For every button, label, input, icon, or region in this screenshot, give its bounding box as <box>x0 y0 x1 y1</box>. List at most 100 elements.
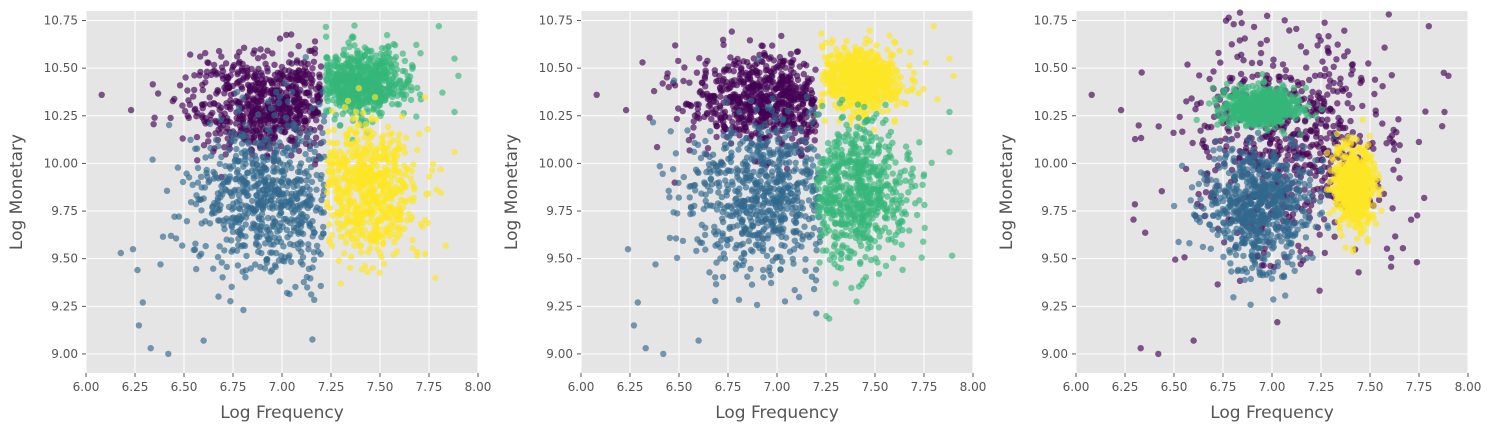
scatter-point <box>346 264 354 272</box>
scatter-point <box>797 149 805 156</box>
scatter-point <box>313 204 321 211</box>
scatter-point <box>194 179 202 186</box>
scatter-point <box>794 104 802 112</box>
scatter-point <box>735 146 742 153</box>
scatter-point <box>712 98 720 106</box>
scatter-point <box>713 180 721 187</box>
scatter-point <box>212 136 220 144</box>
scatter-point <box>707 176 714 183</box>
scatter-point <box>351 95 358 102</box>
scatter-point <box>902 143 910 150</box>
scatter-point <box>665 187 672 194</box>
scatter-point <box>686 79 693 86</box>
scatter-point <box>295 230 302 237</box>
scatter-point <box>698 239 706 247</box>
scatter-point <box>309 65 316 72</box>
scatter-point <box>352 129 359 136</box>
scatter-point <box>760 200 768 207</box>
scatter-point <box>330 147 338 155</box>
scatter-point <box>241 242 249 250</box>
scatter-point <box>307 83 315 90</box>
scatter-point <box>197 173 205 180</box>
scatter-point <box>362 79 369 86</box>
scatter-point <box>218 53 225 60</box>
scatter-point <box>394 152 401 160</box>
scatter-point <box>759 247 767 255</box>
scatter-point <box>308 178 316 186</box>
scatter-point <box>735 116 742 123</box>
scatter-point <box>240 44 248 51</box>
scatter-point <box>428 167 436 174</box>
scatter-point <box>378 134 385 142</box>
scatter-point <box>778 151 785 158</box>
scatter-point <box>211 67 218 75</box>
scatter-point <box>726 223 733 231</box>
scatter-point <box>187 136 194 143</box>
scatter-point <box>236 158 244 165</box>
scatter-point <box>208 210 216 217</box>
scatter-point <box>277 112 284 120</box>
scatter-point <box>711 70 719 78</box>
scatter-point <box>701 150 708 157</box>
scatter-point <box>818 30 825 37</box>
scatter-point <box>210 265 217 272</box>
scatter-point <box>889 75 896 82</box>
scatter-point <box>232 156 239 163</box>
scatter-point <box>779 117 787 124</box>
scatter-point <box>276 278 283 285</box>
scatter-point <box>290 102 297 110</box>
scatter-point <box>305 156 312 163</box>
scatter-point <box>300 278 307 286</box>
scatter-point <box>593 91 600 99</box>
scatter-point <box>323 189 331 196</box>
scatter-point <box>389 191 397 198</box>
scatter-point <box>179 135 186 142</box>
scatter-point <box>847 113 854 121</box>
scatter-point <box>659 170 666 177</box>
scatter-point <box>802 256 809 263</box>
scatter-point <box>672 150 680 157</box>
scatter-point <box>286 159 293 166</box>
scatter-point <box>326 236 333 243</box>
scatter-point <box>384 123 392 130</box>
scatter-point <box>743 127 750 134</box>
scatter-point <box>311 148 318 156</box>
scatter-point <box>796 63 803 70</box>
scatter-point <box>882 262 890 270</box>
scatter-point <box>199 81 206 89</box>
scatter-point <box>238 175 246 183</box>
scatter-point <box>223 236 230 243</box>
scatter-point <box>238 225 246 232</box>
scatter-point <box>862 40 869 47</box>
scatter-point <box>382 164 389 172</box>
scatter-point <box>293 114 300 121</box>
scatter-point <box>302 150 309 158</box>
scatter-point <box>334 186 341 193</box>
scatter-point <box>781 242 788 250</box>
scatter-point <box>296 94 303 102</box>
scatter-point <box>311 50 319 57</box>
scatter-point <box>390 251 397 258</box>
scatter-point <box>712 274 719 281</box>
scatter-point <box>342 159 349 166</box>
scatter-point <box>740 249 748 257</box>
scatter-point <box>766 149 773 157</box>
scatter-point <box>795 293 803 301</box>
scatter-point <box>702 83 709 90</box>
scatter-point <box>721 108 729 116</box>
scatter-point <box>239 94 246 101</box>
scatter-point <box>315 248 322 255</box>
scatter-point <box>659 80 666 87</box>
scatter-point <box>889 170 896 177</box>
scatter-point <box>246 83 253 90</box>
scatter-point <box>200 195 207 202</box>
scatter-point <box>736 108 743 116</box>
points <box>98 22 462 358</box>
scatter-point <box>745 116 753 124</box>
scatter-point <box>879 108 886 116</box>
scatter-point <box>664 70 671 77</box>
scatter-point <box>250 175 257 182</box>
scatter-point <box>779 62 786 69</box>
scatter-point <box>790 118 797 126</box>
scatter-point <box>324 61 331 68</box>
